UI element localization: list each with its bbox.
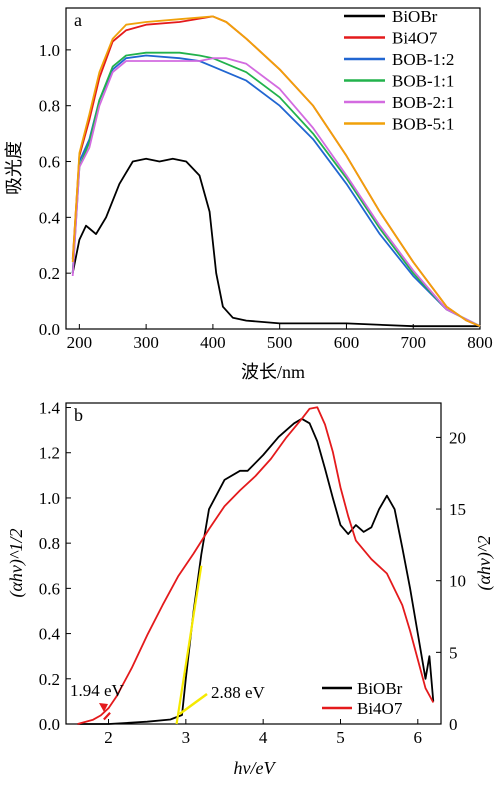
panel-a-x-tick-label: 200 [67, 333, 93, 352]
panel-b-tangent-line [175, 565, 203, 725]
panel-a-series-line [71, 157, 480, 328]
panel-b-legend-label: BiOBr [357, 679, 403, 698]
panel-a-legend: BiOBr Bi4O7 BOB-1:2 BOB-1:1 BOB-2:1 BOB-5:1 [344, 7, 454, 134]
panel-a-x-tick-label: 500 [267, 333, 293, 352]
panel-b-y-tick-label: 1.2 [39, 444, 60, 463]
panel-a-legend-label: BOB-5:1 [392, 115, 454, 134]
panel-a-y-tick-label: 0.6 [39, 153, 60, 172]
panel-a-x-tick-label: 600 [334, 333, 360, 352]
panel-a-series [71, 15, 481, 328]
panel-b-legend-label: Bi4O7 [357, 699, 403, 718]
panel-a-legend-label: BOB-1:2 [392, 50, 454, 69]
panel-a-absorbance-chart: a 200 300 400 500 600 700 800 0.0 0.2 0.4 0.6 0.8 1… [4, 7, 493, 382]
panel-b-x-tick-label: 5 [336, 728, 345, 747]
panel-a-x-tick-label: 400 [200, 333, 226, 352]
panel-b-series-line [77, 406, 435, 725]
panel-b-y-axis-title-right: (αhv)^2 [474, 535, 495, 590]
panel-b-tangent-lines [103, 565, 203, 725]
panel-a-x-axis-title: 波长/nm [241, 362, 305, 382]
panel-b-y-tick-label-right: 10 [449, 572, 466, 591]
panel-a-series-line [71, 15, 481, 328]
panel-b-plot-frame [65, 402, 442, 725]
panel-a-legend-label: BOB-2:1 [392, 93, 454, 112]
panel-b-y-tick-label: 0.2 [39, 670, 60, 689]
panel-a-y-ticks: 0.0 0.2 0.4 0.6 0.8 1.0 [39, 41, 71, 339]
panel-b-y-tick-label: 0.0 [39, 715, 60, 734]
panel-b-annotation-arrow [99, 703, 108, 712]
panel-b-series [77, 406, 435, 725]
panel-b-x-tick-label: 6 [414, 728, 423, 747]
panel-b-annotation-bandgap-bi4o7: 1.94 eV [70, 681, 125, 700]
panel-b-y-tick-label: 0.8 [39, 534, 60, 553]
panel-b-annotation-bandgap-biobr: 2.88 eV [211, 683, 266, 702]
panel-a-plot-frame [65, 7, 481, 330]
panel-b-y-tick-label-right: 0 [449, 715, 458, 734]
panel-b-y-tick-label-right: 15 [449, 500, 466, 519]
panel-a-x-ticks: 200 300 400 500 600 700 800 [67, 324, 493, 352]
panel-b-x-tick-label: 4 [259, 728, 268, 747]
panel-b-tauc-plot: b 2 3 4 5 6 0.0 0.2 0.4 0.6 0.8 1.0 1.2 1.4 0 5 10 15 2… [6, 399, 495, 778]
panel-b-y-ticks-left: 0.0 0.2 0.4 0.6 0.8 1.0 1.2 1.4 [39, 399, 71, 734]
panel-a-legend-label: BOB-1:1 [392, 72, 454, 91]
panel-b-x-axis-title: hv/eV [234, 758, 277, 778]
panel-a-x-tick-label: 300 [133, 333, 159, 352]
panel-a-legend-label: BiOBr [392, 7, 438, 26]
panel-b-y-tick-label-right: 20 [449, 428, 466, 447]
panel-a-y-tick-label: 0.0 [39, 320, 60, 339]
panel-a-y-axis-title: 吸光度 [4, 141, 24, 195]
panel-b-tangent-line [103, 711, 111, 721]
panel-b-y-tick-label: 0.6 [39, 579, 60, 598]
panel-a-legend-label: Bi4O7 [392, 29, 438, 48]
panel-b-y-ticks-right: 0 5 10 15 20 [436, 428, 466, 734]
panel-a-y-tick-label: 0.4 [39, 208, 61, 227]
panel-b-y-tick-label: 0.4 [39, 625, 61, 644]
panel-b-y-tick-label: 1.0 [39, 489, 60, 508]
panel-b-x-tick-label: 2 [104, 728, 113, 747]
panel-b-y-tick-label-right: 5 [449, 643, 458, 662]
panel-a-y-tick-label: 1.0 [39, 41, 60, 60]
panel-b-annotations: 1.94 eV 2.88 eV [70, 681, 266, 716]
panel-b-y-axis-title-left: (αhv)^1/2 [6, 528, 27, 597]
panel-b-annotation-pointer [178, 692, 208, 716]
panel-a-y-tick-label: 0.2 [39, 264, 60, 283]
panel-a-x-tick-label: 800 [467, 333, 493, 352]
panel-b-x-ticks: 2 3 4 5 6 [104, 719, 422, 747]
panel-a-x-tick-label: 700 [400, 333, 426, 352]
panel-a-series-line [71, 57, 481, 328]
panel-b-label: b [74, 405, 83, 425]
panel-b-x-tick-label: 3 [182, 728, 191, 747]
panel-a-label: a [74, 10, 82, 30]
panel-b-y-tick-label: 1.4 [39, 399, 61, 418]
panel-a-y-tick-label: 0.8 [39, 97, 60, 116]
